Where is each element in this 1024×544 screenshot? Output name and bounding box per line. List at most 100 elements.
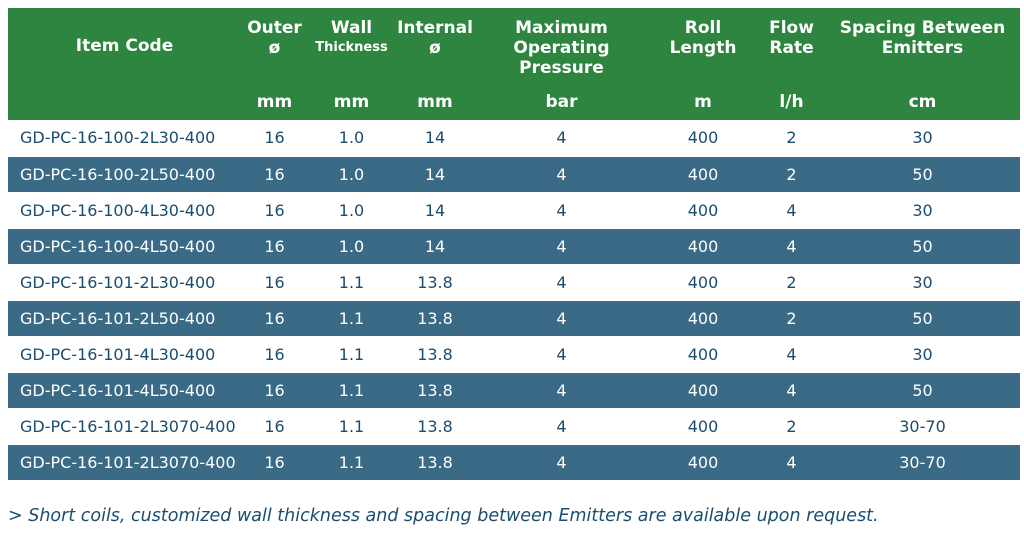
header-internal-symbol: ø: [429, 38, 441, 58]
roll-length-cell: 400: [648, 408, 758, 445]
header-title-row: Item Code Outer ø Wall Thickness Interna…: [8, 8, 1020, 83]
roll-length-cell: 400: [648, 120, 758, 157]
table-row: GD-PC-16-101-2L30-400 16 1.1 13.8 4 400 2 30: [8, 264, 1020, 301]
header-outer-diameter: Outer ø: [241, 8, 308, 83]
roll-length-cell: 400: [648, 444, 758, 481]
table-header: Item Code Outer ø Wall Thickness Interna…: [8, 8, 1020, 120]
table-row: GD-PC-16-101-2L50-400 16 1.1 13.8 4 400 2 50: [8, 300, 1020, 337]
item-code-cell: GD-PC-16-101-2L50-400: [8, 300, 241, 337]
item-code-cell: GD-PC-16-101-2L3070-400: [8, 444, 241, 481]
internal-diameter-cell: 14: [395, 156, 475, 193]
wall-thickness-cell: 1.0: [308, 192, 395, 229]
internal-diameter-cell: 14: [395, 192, 475, 229]
internal-diameter-cell: 13.8: [395, 264, 475, 301]
header-flow-line1: Flow: [769, 18, 814, 38]
spacing-cell: 30-70: [825, 444, 1020, 481]
wall-thickness-cell: 1.1: [308, 444, 395, 481]
unit-outer: mm: [241, 83, 308, 120]
roll-length-cell: 400: [648, 228, 758, 265]
flow-rate-cell: 4: [758, 336, 825, 373]
unit-wall: mm: [308, 83, 395, 120]
unit-internal: mm: [395, 83, 475, 120]
flow-rate-cell: 2: [758, 120, 825, 157]
table-row: GD-PC-16-100-2L30-400 16 1.0 14 4 400 2 30: [8, 120, 1020, 157]
wall-thickness-cell: 1.0: [308, 120, 395, 157]
roll-length-cell: 400: [648, 336, 758, 373]
item-code-cell: GD-PC-16-101-4L30-400: [8, 336, 241, 373]
spacing-cell: 30: [825, 192, 1020, 229]
header-roll-line1: Roll: [684, 18, 722, 38]
item-code-cell: GD-PC-16-100-4L30-400: [8, 192, 241, 229]
header-internal-label: Internal: [397, 18, 473, 38]
roll-length-cell: 400: [648, 300, 758, 337]
item-code-cell: GD-PC-16-101-2L3070-400: [8, 408, 241, 445]
unit-spacing: cm: [825, 83, 1020, 120]
wall-thickness-cell: 1.1: [308, 264, 395, 301]
pressure-cell: 4: [475, 444, 648, 481]
header-wall-label: Wall: [330, 18, 373, 38]
item-code-cell: GD-PC-16-101-2L30-400: [8, 264, 241, 301]
unit-flow: l/h: [758, 83, 825, 120]
roll-length-cell: 400: [648, 192, 758, 229]
pressure-cell: 4: [475, 192, 648, 229]
spacing-cell: 50: [825, 300, 1020, 337]
header-max-pressure: Maximum Operating Pressure: [475, 8, 648, 83]
pressure-cell: 4: [475, 156, 648, 193]
internal-diameter-cell: 14: [395, 228, 475, 265]
flow-rate-cell: 2: [758, 264, 825, 301]
header-pressure-line1: Maximum: [515, 18, 608, 38]
table-row: GD-PC-16-100-2L50-400 16 1.0 14 4 400 2 50: [8, 156, 1020, 193]
spacing-cell: 30-70: [825, 408, 1020, 445]
flow-rate-cell: 2: [758, 156, 825, 193]
item-code-cell: GD-PC-16-100-2L30-400: [8, 120, 241, 157]
wall-thickness-cell: 1.0: [308, 228, 395, 265]
internal-diameter-cell: 13.8: [395, 300, 475, 337]
header-outer-symbol: ø: [268, 38, 281, 58]
internal-diameter-cell: 14: [395, 120, 475, 157]
header-thickness-label: Thickness: [315, 40, 388, 55]
table-body: GD-PC-16-100-2L30-400 16 1.0 14 4 400 2 30 GD-PC…: [8, 120, 1020, 481]
flow-rate-cell: 4: [758, 372, 825, 409]
header-spacing-line2: Emitters: [881, 38, 964, 58]
outer-diameter-cell: 16: [241, 120, 308, 157]
table-row: GD-PC-16-101-4L50-400 16 1.1 13.8 4 400 4 50: [8, 372, 1020, 409]
item-code-cell: GD-PC-16-101-4L50-400: [8, 372, 241, 409]
table-row: GD-PC-16-101-2L3070-400 16 1.1 13.8 4 400 4 30-…: [8, 444, 1020, 481]
outer-diameter-cell: 16: [241, 372, 308, 409]
unit-pressure: bar: [475, 83, 648, 120]
spacing-cell: 30: [825, 120, 1020, 157]
spacing-cell: 50: [825, 156, 1020, 193]
wall-thickness-cell: 1.1: [308, 300, 395, 337]
pressure-cell: 4: [475, 264, 648, 301]
spacing-cell: 30: [825, 336, 1020, 373]
roll-length-cell: 400: [648, 372, 758, 409]
flow-rate-cell: 2: [758, 408, 825, 445]
wall-thickness-cell: 1.1: [308, 372, 395, 409]
outer-diameter-cell: 16: [241, 336, 308, 373]
unit-item-code: [8, 83, 241, 120]
flow-rate-cell: 2: [758, 300, 825, 337]
outer-diameter-cell: 16: [241, 156, 308, 193]
header-pressure-line2: Operating: [513, 38, 610, 58]
header-flow-line2: Rate: [769, 38, 814, 58]
internal-diameter-cell: 13.8: [395, 372, 475, 409]
flow-rate-cell: 4: [758, 228, 825, 265]
header-roll-length: Roll Length: [648, 8, 758, 83]
header-item-code: Item Code: [8, 8, 241, 83]
spacing-cell: 50: [825, 228, 1020, 265]
table-row: GD-PC-16-101-2L3070-400 16 1.1 13.8 4 400 2 30-…: [8, 408, 1020, 445]
header-item-code-label: Item Code: [75, 35, 174, 56]
outer-diameter-cell: 16: [241, 192, 308, 229]
item-code-cell: GD-PC-16-100-2L50-400: [8, 156, 241, 193]
table-row: GD-PC-16-100-4L50-400 16 1.0 14 4 400 4 50: [8, 228, 1020, 265]
unit-length: m: [648, 83, 758, 120]
pressure-cell: 4: [475, 228, 648, 265]
wall-thickness-cell: 1.0: [308, 156, 395, 193]
wall-thickness-cell: 1.1: [308, 336, 395, 373]
roll-length-cell: 400: [648, 264, 758, 301]
pressure-cell: 4: [475, 300, 648, 337]
table-row: GD-PC-16-100-4L30-400 16 1.0 14 4 400 4 30: [8, 192, 1020, 229]
header-flow-rate: Flow Rate: [758, 8, 825, 83]
item-code-cell: GD-PC-16-100-4L50-400: [8, 228, 241, 265]
